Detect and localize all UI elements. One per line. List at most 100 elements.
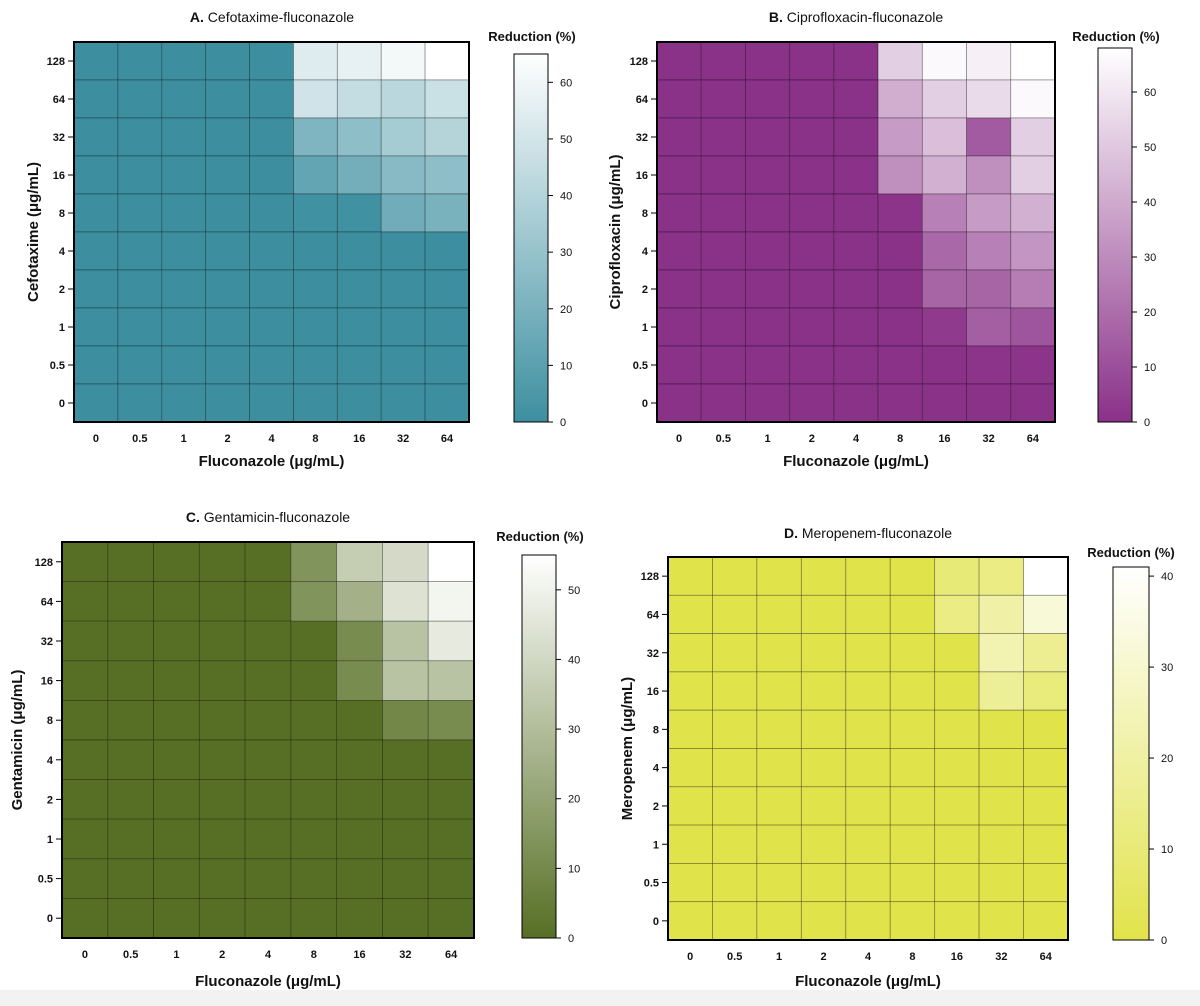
y-axis-label: Cefotaxime (μg/mL) xyxy=(25,162,42,302)
heatmap-cell xyxy=(934,633,980,673)
heatmap-cell xyxy=(382,858,429,899)
heatmap-cell xyxy=(667,633,713,673)
heatmap-cell xyxy=(745,79,791,119)
heatmap-cell xyxy=(153,818,200,860)
heatmap-cell xyxy=(61,620,109,662)
heatmap-cell xyxy=(382,898,429,939)
heatmap-cell xyxy=(934,786,980,826)
heatmap-cell xyxy=(205,345,250,385)
colorbar-tick-label: 10 xyxy=(1144,362,1156,374)
y-tick-label: 4 xyxy=(59,246,66,258)
heatmap-cell xyxy=(712,556,758,596)
heatmap-cell xyxy=(877,269,923,309)
heatmap-cell xyxy=(382,581,429,622)
heatmap-cell xyxy=(921,41,967,81)
heatmap-cell xyxy=(833,155,879,195)
colorbar-tick-label: 0 xyxy=(1144,417,1150,429)
heatmap-cell xyxy=(73,345,119,385)
heatmap-cell xyxy=(117,41,163,81)
heatmap-cell xyxy=(380,155,426,195)
heatmap-cell xyxy=(382,541,429,582)
heatmap-cell xyxy=(921,345,967,385)
heatmap-cell xyxy=(380,193,426,233)
heatmap-cell xyxy=(756,748,802,788)
y-tick-label: 128 xyxy=(630,56,648,68)
heatmap-cell xyxy=(107,739,154,780)
colorbar-frame xyxy=(521,554,557,939)
heatmap-cell xyxy=(290,779,338,820)
y-tick-label: 128 xyxy=(47,56,65,68)
heatmap-cell xyxy=(382,739,429,780)
heatmap-cell xyxy=(427,660,475,701)
colorbar-title: Reduction (%) xyxy=(1087,545,1174,560)
heatmap-cell xyxy=(978,786,1024,826)
heatmap-cell xyxy=(198,620,246,662)
heatmap-cell xyxy=(336,79,382,119)
heatmap-cell xyxy=(382,700,429,741)
x-tick-label: 2 xyxy=(219,949,225,961)
heatmap-cell xyxy=(427,898,475,939)
y-tick-label: 1 xyxy=(47,834,53,846)
heatmap-cell xyxy=(198,660,246,701)
x-tick-label: 8 xyxy=(897,433,903,445)
y-tick-label: 4 xyxy=(47,755,54,767)
heatmap-cell xyxy=(667,824,713,864)
heatmap-cell xyxy=(845,556,891,596)
x-axis-label: Fluconazole (μg/mL) xyxy=(783,453,929,470)
heatmap-cell xyxy=(117,345,163,385)
heatmap-cell xyxy=(336,269,382,309)
heatmap-cell xyxy=(800,748,847,788)
heatmap-cell xyxy=(107,541,154,582)
heatmap-cell xyxy=(833,41,879,81)
colorbar-tick-label: 60 xyxy=(560,77,572,89)
heatmap-cell xyxy=(877,117,923,157)
heatmap-cell xyxy=(712,824,758,864)
heatmap-cell xyxy=(249,193,294,233)
heatmap-cell xyxy=(244,779,292,820)
heatmap-cell xyxy=(845,863,891,903)
colorbar-tick-label: 30 xyxy=(1144,252,1156,264)
heatmap-cell xyxy=(107,898,154,939)
heatmap-cell xyxy=(61,541,109,582)
heatmap-cell xyxy=(290,858,338,899)
heatmap-cell xyxy=(712,633,758,673)
heatmap-cell xyxy=(61,739,109,780)
heatmap-cell xyxy=(336,193,382,233)
heatmap-cell xyxy=(800,671,847,711)
heatmap-cell xyxy=(845,709,891,749)
heatmap-cell xyxy=(198,898,246,939)
heatmap-cell xyxy=(889,748,936,788)
heatmap-cell xyxy=(244,700,292,741)
heatmap-cell xyxy=(700,269,746,309)
colorbar-tick-label: 0 xyxy=(568,933,574,945)
heatmap-cell xyxy=(789,79,835,119)
x-tick-label: 0.5 xyxy=(727,951,742,963)
heatmap-cell xyxy=(73,155,119,195)
heatmap-cell xyxy=(293,231,338,271)
heatmap-cell xyxy=(198,700,246,741)
heatmap-cell xyxy=(889,594,936,634)
heatmap-cell xyxy=(1023,594,1069,634)
heatmap-cell xyxy=(424,155,470,195)
heatmap-cell xyxy=(205,269,250,309)
heatmap-cell xyxy=(966,117,1012,157)
colorbar-tick-label: 30 xyxy=(568,724,580,736)
heatmap-cell xyxy=(667,671,713,711)
heatmap-cell xyxy=(153,858,200,899)
heatmap-cell xyxy=(290,700,338,741)
y-tick-label: 16 xyxy=(647,686,659,698)
heatmap-cell xyxy=(198,541,246,582)
heatmap-cell xyxy=(336,818,383,860)
x-tick-label: 64 xyxy=(441,433,454,445)
heatmap-cell xyxy=(244,739,292,780)
heatmap-cell xyxy=(424,307,470,347)
heatmap-cell xyxy=(244,818,292,860)
panel-b-title: B. Ciprofloxacin-fluconazole xyxy=(769,9,944,25)
heatmap-cell xyxy=(656,155,702,195)
heatmap-cell xyxy=(789,307,835,347)
y-tick-label: 64 xyxy=(53,94,66,106)
heatmap-cell xyxy=(700,307,746,347)
x-tick-label: 1 xyxy=(173,949,179,961)
heatmap-cell xyxy=(1023,556,1069,596)
